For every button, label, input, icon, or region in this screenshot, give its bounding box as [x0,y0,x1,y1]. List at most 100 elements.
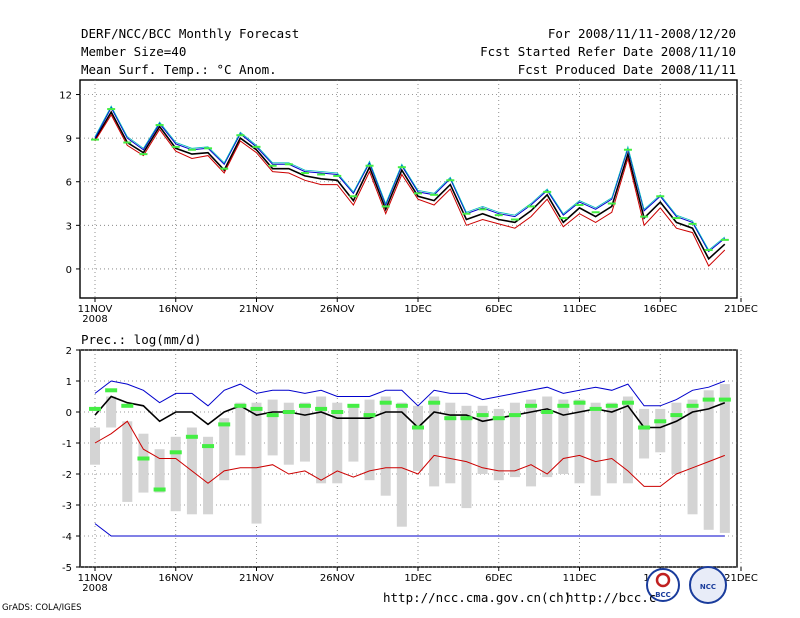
prec-spread-bar [380,396,391,496]
chart-title: DERF/NCC/BCC Monthly Forecast [81,26,300,41]
prec-spread-bar [235,402,246,456]
temp-ytick-label: 0 [66,265,72,276]
prec-ytick-label: -4 [62,532,72,543]
prec-observed-mark [379,400,392,405]
prec-observed-mark [508,413,521,418]
temp-observed-mark [155,124,164,127]
prec-xtick-label: 21DEC [724,573,758,584]
prec-spread-bar [90,427,100,465]
prec-spread-bar [413,405,423,471]
temp-xtick-label: 21NOV [239,304,274,315]
prec-observed-mark [105,388,118,393]
temp-observed-mark [688,222,697,225]
prec-observed-mark [121,403,134,408]
prec-ytick-label: -1 [62,439,72,450]
prec-xtick-label: 11NOV [78,573,113,584]
precip-label: Prec.: log(mm/d) [81,332,202,347]
prec-spread-bar [299,402,310,462]
temp-observed-mark [252,145,261,148]
prec-observed-mark [573,400,586,405]
temp-observed-mark [704,249,713,252]
temp-observed-mark [591,211,600,214]
prec-year-label: 2008 [82,583,107,594]
temp-observed-mark [220,167,229,170]
temp-observed-mark [139,153,148,156]
prec-ytick-label: 0 [66,408,72,419]
prec-observed-mark [89,406,101,411]
prec-ytick-label: 2 [66,346,72,357]
temp-mean-line [94,110,726,261]
prec-observed-mark [218,422,231,427]
bcc-url[interactable]: http://bcc.c [566,590,657,605]
temp-ytick-label: 12 [59,91,72,102]
prec-observed-mark [702,397,715,402]
temp-observed-mark [236,134,245,137]
temp-observed-mark [333,174,342,177]
forecast-period: For 2008/11/11-2008/12/20 [547,26,736,41]
bcc-logo-emblem [655,572,671,588]
prec-spread-bar [316,396,327,484]
temp-observed-mark [640,215,649,218]
temp-xtick-label: 11NOV [78,304,113,315]
temp-observed-mark [123,141,132,144]
ncc-url[interactable]: http://ncc.cma.gov.cn(ch) [383,590,572,605]
prec-observed-mark [169,450,182,455]
prec-observed-mark [282,410,295,414]
prec-spread-bar [493,408,504,481]
grads-credit: GrADS: COLA/IGES [2,603,82,613]
prec-observed-mark [137,456,150,461]
temp-ytick-label: 6 [66,178,72,189]
temp-observed-mark [381,205,390,208]
temp-observed-mark [300,172,309,175]
prec-observed-mark [718,397,731,402]
prec-spread-bar [170,436,181,512]
prec-observed-mark [395,403,408,408]
temp-observed-mark [672,217,681,220]
prec-spread-bar [106,396,117,428]
prec-observed-mark [686,403,699,408]
prec-spread-bar [267,399,278,456]
temp-observed-mark [187,148,196,151]
prec-observed-mark [492,416,505,421]
temp-lower-line [94,113,726,267]
prec-spread-bar [509,402,520,478]
prec-observed-mark [185,434,198,439]
prec-ytick-label: -3 [62,501,72,512]
prec-observed-mark [153,487,166,492]
temp-xtick-label: 16DEC [643,304,677,315]
produced-date: Fcst Produced Date 2008/11/11 [517,62,736,77]
prec-observed-mark [202,444,215,449]
temp-observed-mark [204,147,213,150]
temp-observed-mark [268,164,277,167]
prec-spread-bar [671,402,682,474]
temp-observed-mark [365,164,374,167]
temp-observed-mark [607,202,616,205]
temp-frame [79,79,738,299]
temp-observed-mark [91,138,99,141]
prec-upper-line [94,380,725,407]
ncc-logo-text: NCC [700,583,716,591]
prec-spread-bar [639,408,650,459]
prec-observed-mark [444,416,457,421]
prec-xtick-label: 16NOV [158,573,193,584]
prec-ytick-label: -5 [62,563,72,574]
prec-spread-bar [574,399,585,484]
temp-observed-mark [656,195,665,198]
prec-observed-mark [638,425,651,430]
prec-spread-bar [332,402,343,484]
temp-observed-mark [462,212,471,215]
prec-spread-bar [590,402,601,496]
prec-observed-mark [315,406,328,411]
temp-observed-mark [623,148,632,151]
prec-spread-bar [251,402,262,524]
prec-observed-mark [589,406,602,411]
prec-lower-line [94,420,725,487]
prec-observed-mark [331,410,344,414]
temp-observed-mark [527,205,536,208]
temp-observed-mark [430,193,439,196]
temp-observed-mark [446,179,455,182]
temp-xtick-label: 6DEC [485,304,512,315]
prec-observed-mark [654,419,667,424]
prec-observed-mark [412,425,424,430]
